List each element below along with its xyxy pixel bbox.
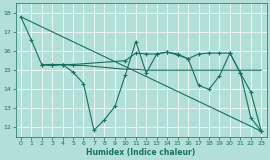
X-axis label: Humidex (Indice chaleur): Humidex (Indice chaleur) [86, 148, 196, 156]
